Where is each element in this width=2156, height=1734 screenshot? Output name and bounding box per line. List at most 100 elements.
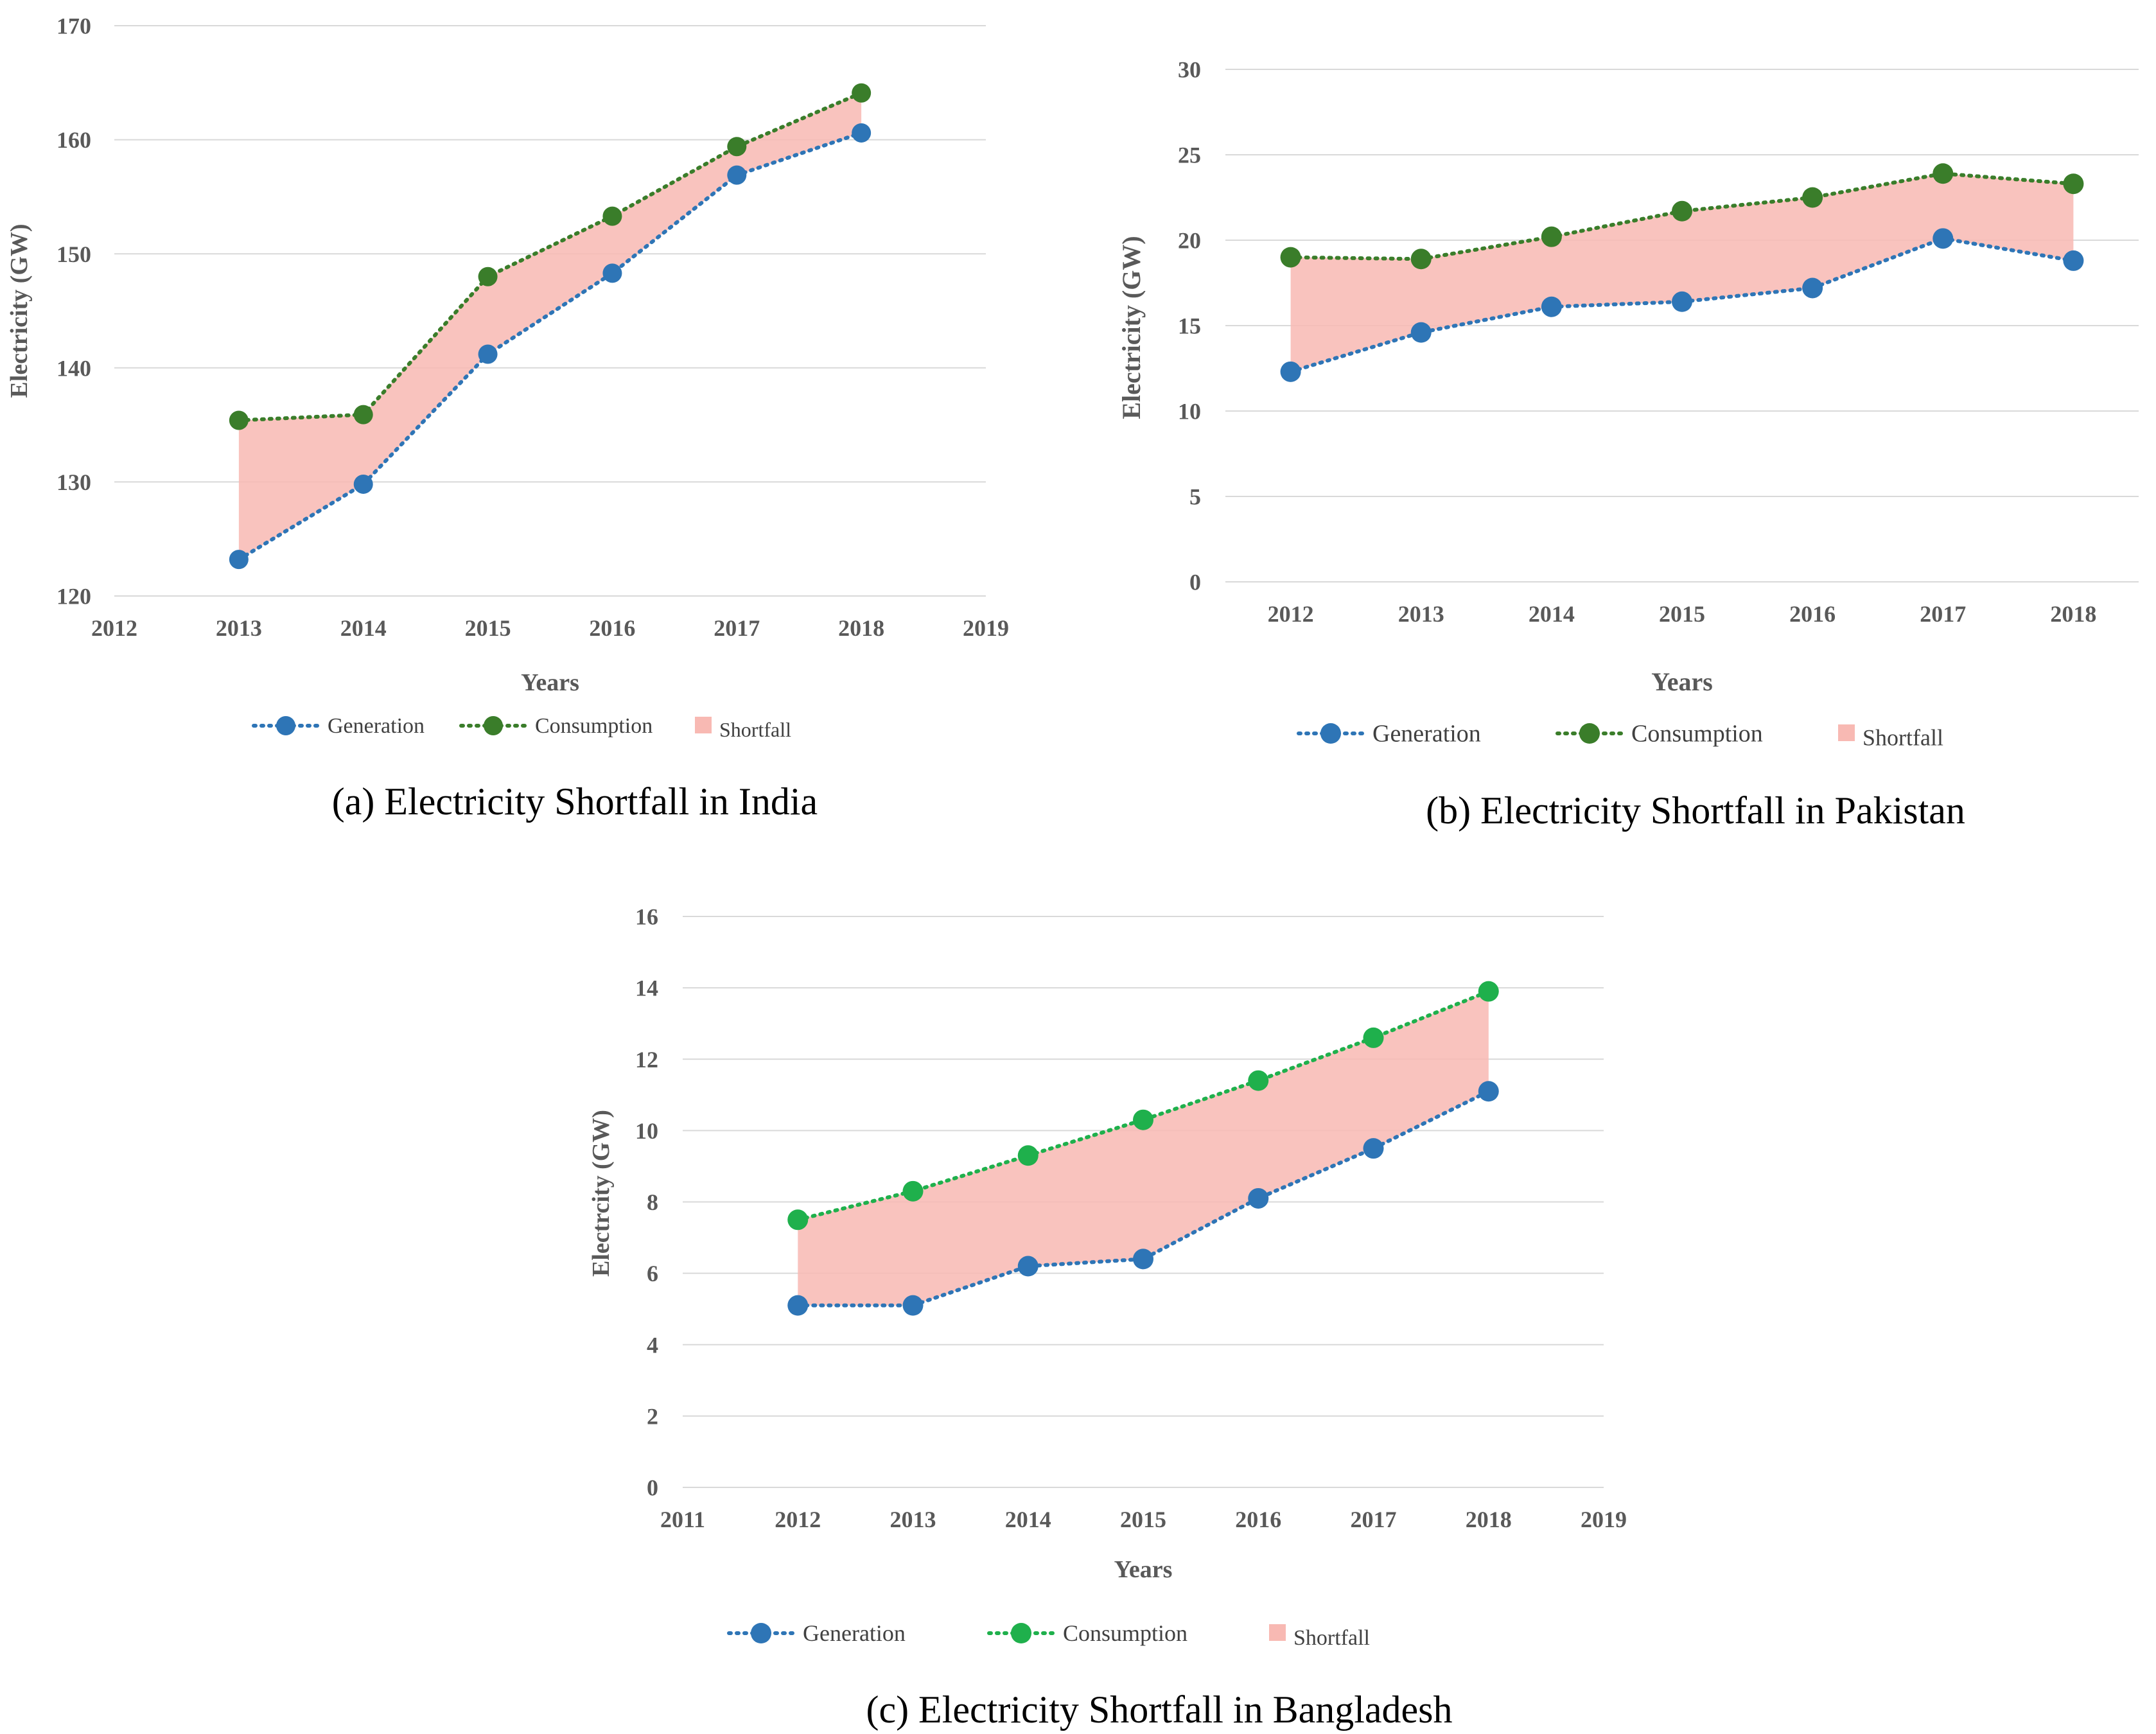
legend-shortfall-swatch [1838, 724, 1855, 741]
consumption-point [1478, 981, 1499, 1002]
x-tick-label: 2014 [1529, 601, 1575, 627]
generation-point [852, 123, 872, 143]
generation-line [236, 130, 864, 562]
panel-caption: (b) Electricity Shortfall in Pakistan [1426, 789, 1965, 832]
x-tick-label: 2015 [465, 615, 511, 641]
y-tick-label: 4 [647, 1332, 658, 1358]
y-tick-label: 10 [635, 1118, 658, 1144]
chart-india: 120 130 140 150 160 170 2012 2013 2014 2015 2016 20… [6, 13, 1009, 823]
legend-generation-label: Generation [803, 1620, 906, 1646]
x-tick-label: 2014 [1005, 1507, 1051, 1532]
legend-consumption-marker [1011, 1623, 1031, 1643]
panel-caption: (a) Electricity Shortfall in India [332, 780, 818, 823]
generation-point [787, 1295, 809, 1316]
legend-shortfall-swatch [695, 717, 712, 733]
legend-generation-label: Generation [1372, 721, 1481, 748]
x-tick-label: 2016 [1235, 1507, 1281, 1532]
y-tick-label: 170 [57, 13, 91, 39]
generation-point [1363, 1138, 1384, 1159]
x-tick-label: 2014 [340, 615, 387, 641]
x-tick-label: 2018 [838, 615, 884, 641]
x-tick-label: 2019 [1581, 1507, 1627, 1532]
y-tick-label: 0 [647, 1475, 658, 1501]
legend-generation-marker [751, 1623, 771, 1643]
legend-consumption-label: Consumption [1063, 1620, 1188, 1646]
x-tick-label: 2015 [1120, 1507, 1166, 1532]
consumption-point [1541, 226, 1562, 247]
generation-point [1280, 361, 1301, 382]
x-tick-label: 2015 [1659, 601, 1705, 627]
y-tick-label: 10 [1178, 399, 1201, 425]
generation-point [1672, 291, 1692, 312]
consumption-point [1133, 1109, 1153, 1130]
y-tick-label: 160 [57, 127, 91, 153]
legend-consumption-marker [1579, 723, 1600, 744]
consumption-point [1672, 200, 1692, 222]
x-tick-label: 2013 [890, 1507, 936, 1532]
y-tick-label: 20 [1178, 228, 1201, 254]
shortfall-area [1290, 173, 2074, 372]
consumption-point [478, 267, 498, 286]
generation-point [902, 1295, 924, 1316]
legend-shortfall-label: Shortfall [1293, 1626, 1370, 1650]
legend-consumption-label: Consumption [535, 714, 653, 738]
panel-caption: (c) Electricity Shortfall in Bangladesh [866, 1688, 1452, 1731]
x-axis-label: Years [521, 669, 579, 696]
legend-consumption-marker [484, 716, 503, 735]
consumption-point [1933, 163, 1954, 184]
shortfall-area [238, 92, 862, 560]
x-tick-label: 2018 [2050, 601, 2096, 627]
generation-point [1541, 296, 1562, 317]
x-tick-label: 2016 [1789, 601, 1836, 627]
y-tick-label: 140 [57, 355, 91, 381]
x-axis-label: Years [1651, 667, 1713, 696]
legend-consumption-label: Consumption [1631, 721, 1763, 748]
y-tick-label: 16 [635, 904, 658, 930]
generation-point [1248, 1187, 1269, 1209]
y-tick-label: 5 [1189, 484, 1201, 510]
x-tick-label: 2018 [1466, 1507, 1512, 1532]
y-tick-label: 25 [1178, 143, 1201, 168]
consumption-point [1280, 247, 1301, 268]
x-tick-label: 2012 [775, 1507, 821, 1532]
x-axis-label: Years [1114, 1556, 1173, 1583]
consumption-line [236, 91, 864, 423]
legend-generation-label: Generation [328, 714, 425, 738]
x-tick-label: 2011 [660, 1507, 705, 1532]
y-tick-label: 15 [1178, 313, 1201, 339]
y-tick-label: 150 [57, 241, 91, 267]
consumption-point [1802, 187, 1823, 208]
consumption-point [1410, 249, 1432, 270]
x-tick-label: 2017 [1351, 1507, 1397, 1532]
generation-point [1410, 322, 1432, 343]
x-tick-label: 2019 [963, 615, 1009, 641]
y-tick-label: 14 [635, 976, 658, 1001]
generation-point [1017, 1256, 1039, 1277]
legend-generation-marker [1320, 723, 1341, 744]
y-tick-label: 0 [1189, 570, 1201, 595]
generation-point [478, 344, 498, 364]
x-tick-label: 2017 [714, 615, 760, 641]
y-tick-label: 130 [57, 469, 91, 495]
consumption-point [902, 1180, 924, 1202]
y-tick-label: 6 [647, 1261, 658, 1286]
generation-point [1802, 277, 1823, 299]
y-axis-label: Electricity (GW) [1117, 236, 1146, 419]
consumption-point [852, 83, 872, 103]
generation-point [602, 263, 622, 283]
legend-shortfall-swatch [1269, 1624, 1286, 1641]
y-tick-label: 30 [1178, 57, 1201, 83]
generation-point [1133, 1248, 1153, 1270]
consumption-point [1017, 1145, 1039, 1166]
y-tick-label: 120 [57, 584, 91, 609]
legend-generation-marker [276, 716, 295, 735]
consumption-point [787, 1209, 809, 1230]
x-tick-label: 2016 [589, 615, 635, 641]
x-tick-label: 2017 [1920, 601, 1966, 627]
consumption-point [1363, 1027, 1384, 1048]
consumption-point [1248, 1070, 1269, 1091]
x-tick-label: 2012 [1268, 601, 1314, 627]
generation-point [1933, 228, 1954, 249]
y-tick-label: 2 [647, 1403, 658, 1429]
